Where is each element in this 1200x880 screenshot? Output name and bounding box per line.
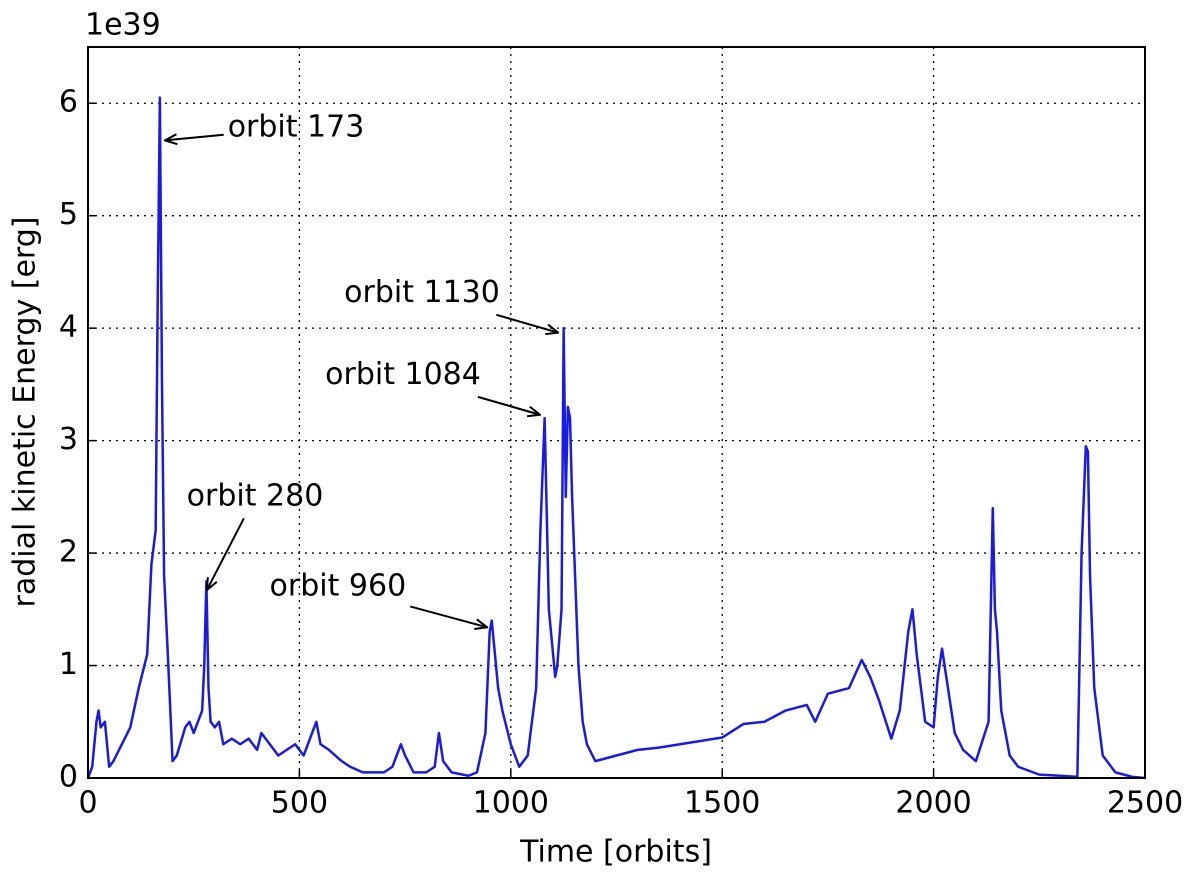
annotation-text: orbit 1084 [325,357,481,392]
y-tick-label: 6 [59,85,78,120]
annotation-text: orbit 173 [228,109,365,144]
annotation-arrow [409,605,487,627]
y-axis-label: radial kinetic Energy [erg] [8,217,43,608]
data-line [86,96,1146,780]
y-offset-label: 1e39 [85,8,161,43]
plot-frame [87,46,1146,779]
x-tick-label: 0 [78,786,97,821]
annotation-text: orbit 1130 [344,275,500,310]
annotation-text: orbit 960 [270,568,407,603]
y-tick-label: 2 [59,535,78,570]
x-tick-label: 500 [271,786,328,821]
annotation-text: orbit 280 [187,478,324,513]
x-tick-label: 2500 [1107,786,1183,821]
annotation-arrow [477,395,540,415]
y-tick-label: 4 [59,310,78,345]
annotation-arrow [165,135,224,141]
x-axis-label: Time [orbits] [519,835,712,870]
y-tick-label: 1 [59,647,78,682]
x-tick-label: 1500 [684,786,760,821]
x-tick-label: 2000 [895,786,971,821]
y-tick-label: 5 [59,197,78,232]
y-tick-label: 3 [59,422,78,457]
x-tick-label: 1000 [473,786,549,821]
annotation-arrow [207,517,245,590]
y-tick-label: 0 [59,760,78,795]
annotation-arrow [496,313,558,333]
